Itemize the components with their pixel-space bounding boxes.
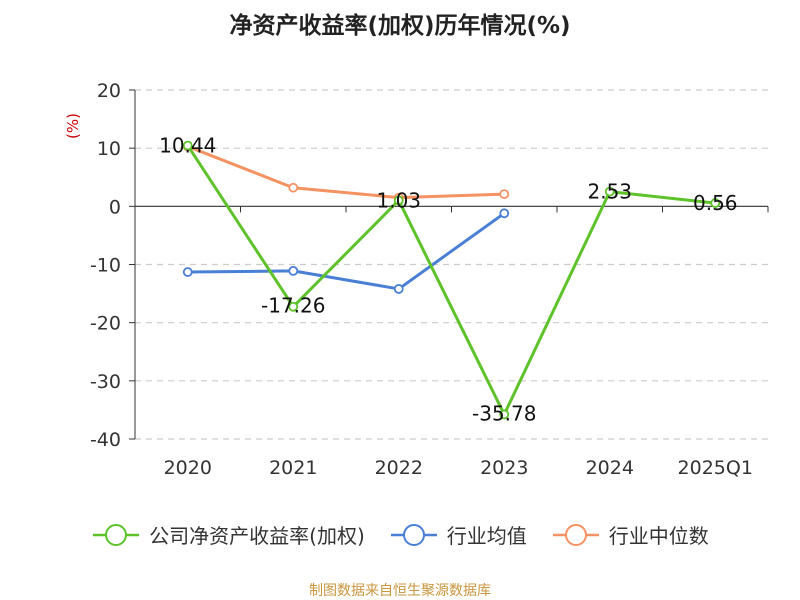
data-point bbox=[499, 189, 510, 200]
data-label: -17.26 bbox=[261, 294, 325, 318]
y-tick-label: -20 bbox=[90, 313, 121, 335]
x-tick-label: 2024 bbox=[586, 457, 634, 479]
x-tick-label: 2023 bbox=[480, 457, 528, 479]
y-tick-label: 10 bbox=[97, 138, 121, 160]
data-point bbox=[499, 208, 510, 219]
y-tick-label: 20 bbox=[97, 80, 121, 102]
x-tick-label: 2020 bbox=[164, 457, 212, 479]
grid-lines bbox=[135, 89, 768, 440]
axes: 20 10 0 -10 -20 -30 -40 2020 2021 2022 2023 2024 202… bbox=[90, 80, 769, 479]
data-labels: 10.44 -17.26 1.03 -35.78 2.53 0.56 bbox=[159, 134, 737, 426]
data-point bbox=[182, 267, 193, 277]
y-axis-label: (%) bbox=[64, 113, 82, 139]
line-chart: 20 10 0 -10 -20 -30 -40 2020 2021 2022 2023 2024 202… bbox=[64, 80, 769, 479]
data-point bbox=[182, 140, 193, 151]
data-label: 2.53 bbox=[587, 180, 632, 204]
legend-marker bbox=[552, 523, 599, 546]
source-note: 制图数据来自恒生聚源数据库 bbox=[309, 583, 491, 599]
data-point bbox=[604, 186, 615, 197]
data-label: 1.03 bbox=[376, 188, 421, 212]
chart-title: 净资产收益率(加权)历年情况(%) bbox=[229, 13, 571, 39]
series-line bbox=[187, 145, 505, 200]
series-line bbox=[186, 144, 716, 416]
x-tick-label: 2022 bbox=[375, 457, 423, 479]
legend-item: 公司净资产收益率(加权) bbox=[91, 520, 365, 549]
legend-item: 行业中位数 bbox=[551, 520, 709, 549]
legend-label: 行业均值 bbox=[446, 524, 527, 548]
legend-label: 公司净资产收益率(加权) bbox=[149, 524, 365, 548]
legend-marker bbox=[93, 523, 140, 546]
y-tick-label: 0 bbox=[109, 196, 121, 218]
y-tick-label: -40 bbox=[90, 429, 121, 451]
series bbox=[182, 140, 721, 420]
y-tick-label: -10 bbox=[90, 255, 121, 277]
data-point bbox=[710, 198, 721, 208]
legend-marker bbox=[390, 523, 437, 546]
data-label: 0.56 bbox=[693, 191, 738, 215]
series-line bbox=[187, 212, 506, 291]
data-point bbox=[499, 409, 510, 420]
data-point bbox=[288, 182, 299, 193]
data-point bbox=[393, 284, 404, 294]
data-label: -35.78 bbox=[472, 401, 536, 425]
data-label: 10.44 bbox=[159, 134, 216, 158]
legend-label: 行业中位数 bbox=[608, 524, 709, 548]
legend-item: 行业均值 bbox=[389, 520, 527, 549]
legend: 公司净资产收益率(加权) 行业均值 行业中位数 bbox=[0, 520, 800, 549]
x-tick-label: 2025Q1 bbox=[678, 457, 753, 479]
y-tick-label: -30 bbox=[90, 371, 121, 393]
data-point bbox=[288, 265, 299, 276]
data-point bbox=[393, 195, 404, 206]
data-point bbox=[288, 301, 299, 312]
x-tick-label: 2021 bbox=[269, 457, 317, 479]
